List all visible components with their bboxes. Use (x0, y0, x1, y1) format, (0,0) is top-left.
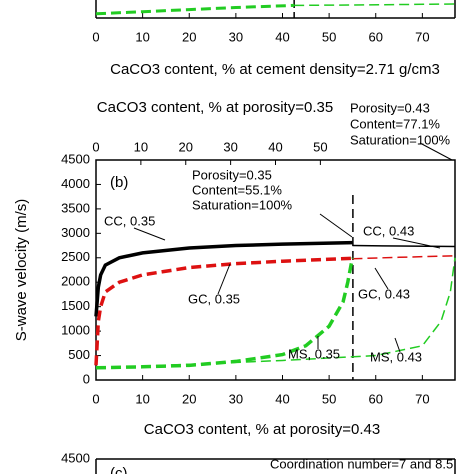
panel-label: (b) (110, 174, 128, 191)
y-tick-label: 0 (83, 371, 90, 386)
y-axis-label: S-wave velocity (m/s) (13, 199, 30, 342)
y-tick-label: 3500 (61, 200, 90, 215)
x-tick-label: 70 (415, 391, 429, 406)
x-tick-label: 50 (322, 391, 336, 406)
x-tick-label: 40 (275, 29, 289, 44)
x-tick-label: 10 (135, 391, 149, 406)
x-axis-label: CaCO3 content, % at cement density=2.71 … (110, 61, 440, 78)
y-tick-label: 4500 (61, 450, 90, 465)
annotation: Content=77.1% (350, 116, 440, 131)
annotation: Porosity=0.35 (192, 167, 272, 182)
annotation: Content=55.1% (192, 182, 282, 197)
series-label: MS, 0.35 (288, 346, 340, 361)
line (352, 255, 456, 260)
series-label: MS, 0.43 (370, 349, 422, 364)
x-tick-label: 0 (92, 29, 99, 44)
line (94, 256, 353, 366)
x-tick-label: 60 (369, 29, 383, 44)
label-pointer (133, 227, 166, 241)
label-pointer (392, 237, 441, 249)
series-label: GC, 0.35 (188, 291, 240, 306)
y-tick-label: 2000 (61, 274, 90, 289)
x-tick-label: 20 (182, 29, 196, 44)
y-tick-label: 4000 (61, 176, 90, 191)
y-tick-label: 2500 (61, 249, 90, 264)
x2-axis-label: CaCO3 content, % at porosity=0.35 (97, 99, 333, 116)
label-pointer (394, 337, 401, 353)
arrow (419, 142, 453, 161)
y-tick-label: 1500 (61, 298, 90, 313)
annotation: Saturation=100% (350, 132, 451, 147)
panel-label: (c) (110, 465, 128, 474)
x-tick-label: 50 (322, 29, 336, 44)
annotation: Porosity=0.43 (350, 100, 430, 115)
arrow (319, 213, 353, 238)
y-tick-label: 1000 (61, 323, 90, 338)
line (294, 3, 456, 7)
x-tick-label: 20 (182, 391, 196, 406)
x-axis-label: CaCO3 content, % at porosity=0.43 (144, 421, 380, 438)
y-tick-label: 4500 (61, 151, 90, 166)
x-tick-label: 40 (275, 391, 289, 406)
x2-tick-label: 20 (179, 139, 193, 154)
label-pointer (217, 263, 231, 295)
series-label: GC, 0.43 (358, 286, 410, 301)
y-tick-label: 3000 (61, 225, 90, 240)
x-tick-label: 30 (229, 391, 243, 406)
label-pointer (374, 267, 389, 290)
x2-tick-label: 50 (313, 139, 327, 154)
x-tick-label: 10 (135, 29, 149, 44)
line (352, 244, 456, 248)
line (94, 240, 353, 317)
annotation: Coordination number=7 and 8.5 (270, 456, 453, 471)
x2-tick-label: 30 (223, 139, 237, 154)
line (95, 257, 355, 370)
x-tick-label: 0 (92, 391, 99, 406)
x-tick-label: 60 (369, 391, 383, 406)
x2-tick-label: 10 (134, 139, 148, 154)
x2-tick-label: 40 (268, 139, 282, 154)
y-tick-label: 500 (68, 347, 90, 362)
series-label: CC, 0.43 (363, 223, 414, 238)
line (95, 3, 295, 16)
x2-tick-label: 0 (92, 139, 99, 154)
annotation: Saturation=100% (192, 197, 293, 212)
x-tick-label: 70 (415, 29, 429, 44)
x-tick-label: 30 (229, 29, 243, 44)
series-label: CC, 0.35 (104, 213, 155, 228)
